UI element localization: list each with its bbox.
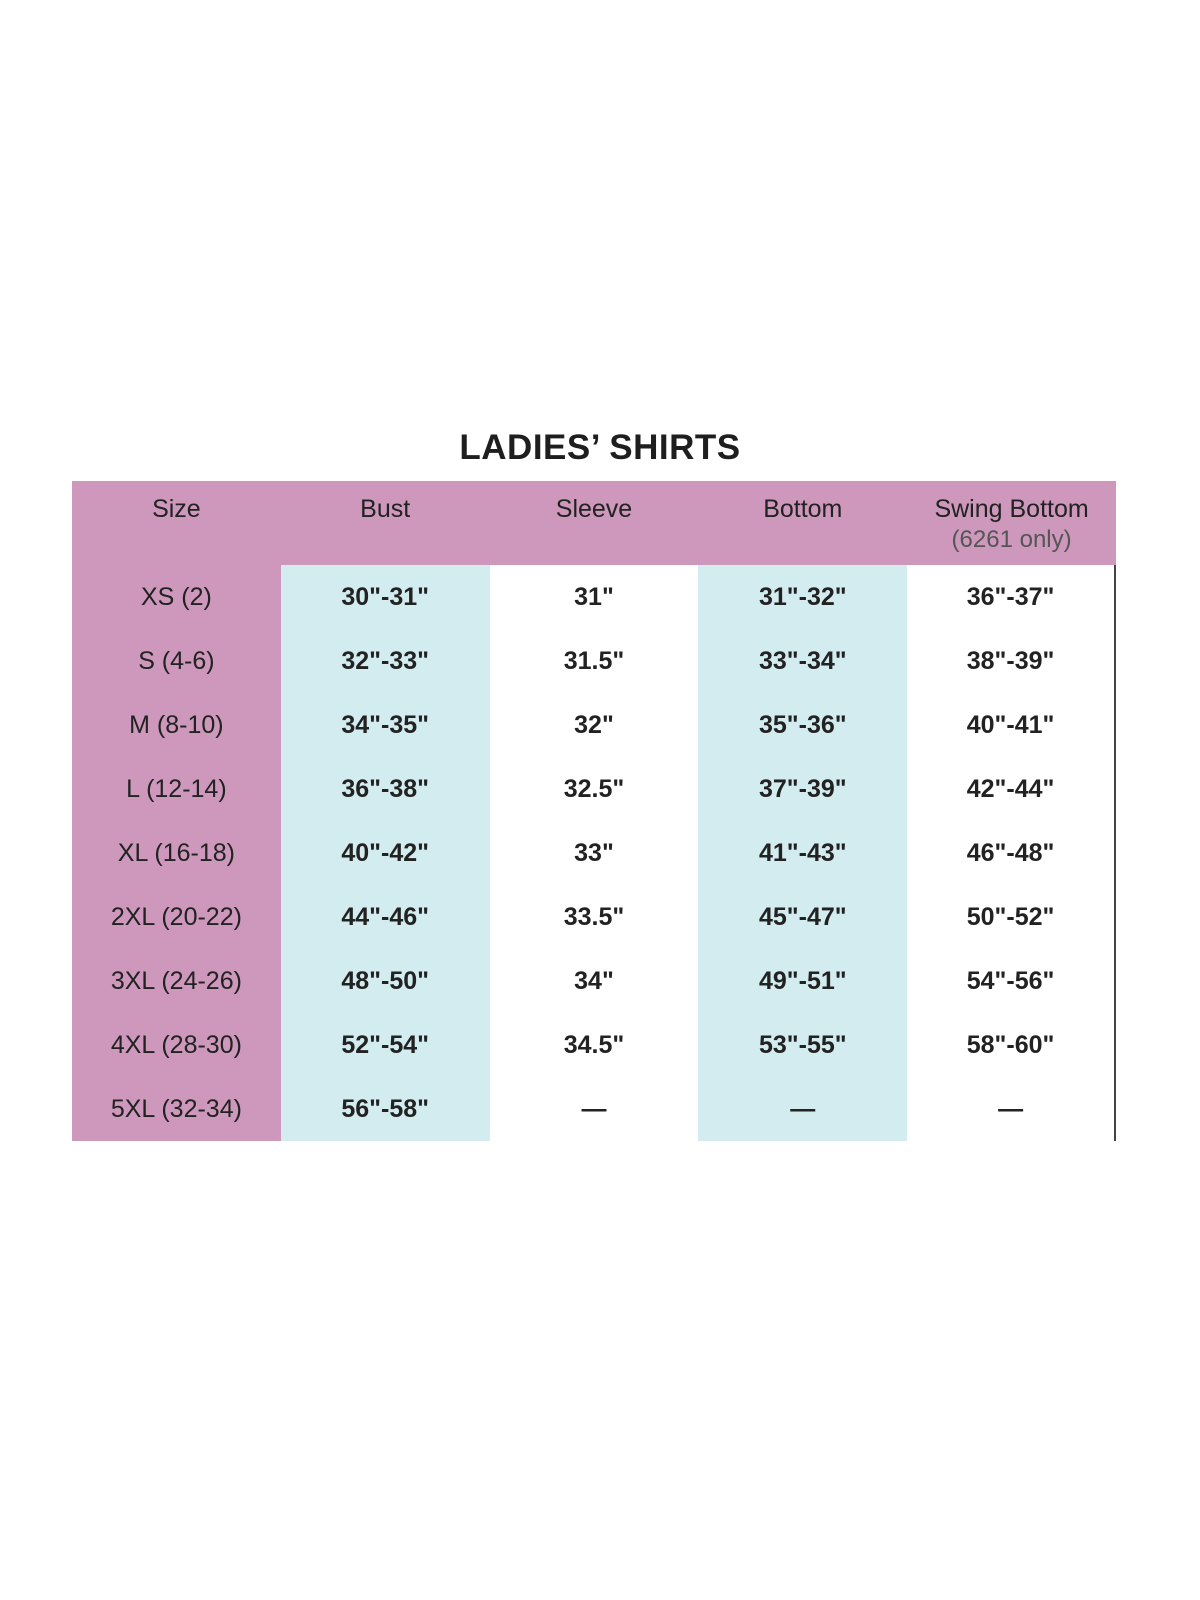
table-row: XS (2) 30"-31" 31" 31"-32" 36"-37" <box>72 565 1116 629</box>
size-label-cell: 5XL (32-34) <box>72 1077 281 1141</box>
size-label-cell: XL (16-18) <box>72 821 281 885</box>
measurement-cell: 49"-51" <box>698 949 908 1013</box>
measurement-cell: — <box>698 1077 908 1141</box>
measurement-cell: 32"-33" <box>280 629 490 693</box>
measurement-cell: 40"-41" <box>907 693 1116 757</box>
measurement-cell: 32.5" <box>563 774 625 803</box>
table-row: M (8-10) 34"-35" 32" 35"-36" 40"-41" <box>72 693 1116 757</box>
measurement-cell: 32" <box>574 710 614 739</box>
column-header-label: Bottom <box>763 495 843 523</box>
column-header: Size <box>72 481 281 565</box>
measurement-cell: 36"-38" <box>280 757 490 821</box>
measurement-cell: 41"-43" <box>698 821 908 885</box>
size-label-cell: 2XL (20-22) <box>72 885 281 949</box>
measurement-cell: 56"-58" <box>280 1077 490 1141</box>
measurement-cell: 31.5" <box>563 646 625 675</box>
table-row: S (4-6) 32"-33" 31.5" 33"-34" 38"-39" <box>72 629 1116 693</box>
measurement-cell: 38"-39" <box>907 629 1116 693</box>
column-header: Bottom <box>698 481 907 565</box>
measurement-cell: 45"-47" <box>698 885 908 949</box>
table-body: XS (2) 30"-31" 31" 31"-32" 36"-37" S (4-6) 32"… <box>72 565 1116 1141</box>
column-header-note: (6261 only) <box>951 526 1072 553</box>
table-row: L (12-14) 36"-38" 32.5" 37"-39" 42"-44" <box>72 757 1116 821</box>
table-row: 4XL (28-30) 52"-54" 34.5" 53"-55" 58"-60" <box>72 1013 1116 1077</box>
measurement-cell: 34" <box>574 966 614 995</box>
measurement-cell: 30"-31" <box>280 565 490 629</box>
table-row: 5XL (32-34) 56"-58" — — — <box>72 1077 1116 1141</box>
measurement-cell: 58"-60" <box>907 1013 1116 1077</box>
measurement-cell: 34"-35" <box>280 693 490 757</box>
measurement-cell: 34.5" <box>563 1030 625 1059</box>
measurement-cell: 44"-46" <box>280 885 490 949</box>
measurement-cell: 48"-50" <box>280 949 490 1013</box>
measurement-cell: — <box>907 1077 1116 1141</box>
size-label-cell: 4XL (28-30) <box>72 1013 281 1077</box>
size-label-cell: XS (2) <box>72 565 281 629</box>
size-label-cell: S (4-6) <box>72 629 281 693</box>
measurement-cell: 37"-39" <box>698 757 908 821</box>
column-header: Sleeve <box>490 481 699 565</box>
column-header-label: Sleeve <box>555 495 633 523</box>
table-header: Size Bust Sleeve Bottom Swing Bottom (6261 on… <box>72 481 1116 565</box>
measurement-cell: 33"-34" <box>698 629 908 693</box>
measurement-cell: 52"-54" <box>280 1013 490 1077</box>
column-header: Bust <box>281 481 490 565</box>
column-header: Swing Bottom (6261 only) <box>907 481 1116 565</box>
column-header-label: Bust <box>360 495 411 523</box>
measurement-cell: 31" <box>574 582 614 611</box>
size-label-cell: M (8-10) <box>72 693 281 757</box>
measurement-cell: 36"-37" <box>907 565 1116 629</box>
table-row: XL (16-18) 40"-42" 33" 41"-43" 46"-48" <box>72 821 1116 885</box>
chart-title: LADIES’ SHIRTS <box>459 428 741 467</box>
table-row: 3XL (24-26) 48"-50" 34" 49"-51" 54"-56" <box>72 949 1116 1013</box>
measurement-cell: — <box>581 1094 607 1123</box>
measurement-cell: 31"-32" <box>698 565 908 629</box>
measurement-cell: 33" <box>574 838 614 867</box>
measurement-cell: 35"-36" <box>698 693 908 757</box>
measurement-cell: 40"-42" <box>280 821 490 885</box>
measurement-cell: 33.5" <box>563 902 625 931</box>
size-label-cell: L (12-14) <box>72 757 281 821</box>
measurement-cell: 53"-55" <box>698 1013 908 1077</box>
measurement-cell: 42"-44" <box>907 757 1116 821</box>
measurement-cell: 54"-56" <box>907 949 1116 1013</box>
column-header-label: Size <box>152 495 201 523</box>
size-label-cell: 3XL (24-26) <box>72 949 281 1013</box>
measurement-cell: 46"-48" <box>907 821 1116 885</box>
column-header-label: Swing Bottom <box>934 495 1089 523</box>
table-row: 2XL (20-22) 44"-46" 33.5" 45"-47" 50"-52" <box>72 885 1116 949</box>
measurement-cell: 50"-52" <box>907 885 1116 949</box>
size-chart-table: Size Bust Sleeve Bottom Swing Bottom (6261 on… <box>72 481 1116 1141</box>
